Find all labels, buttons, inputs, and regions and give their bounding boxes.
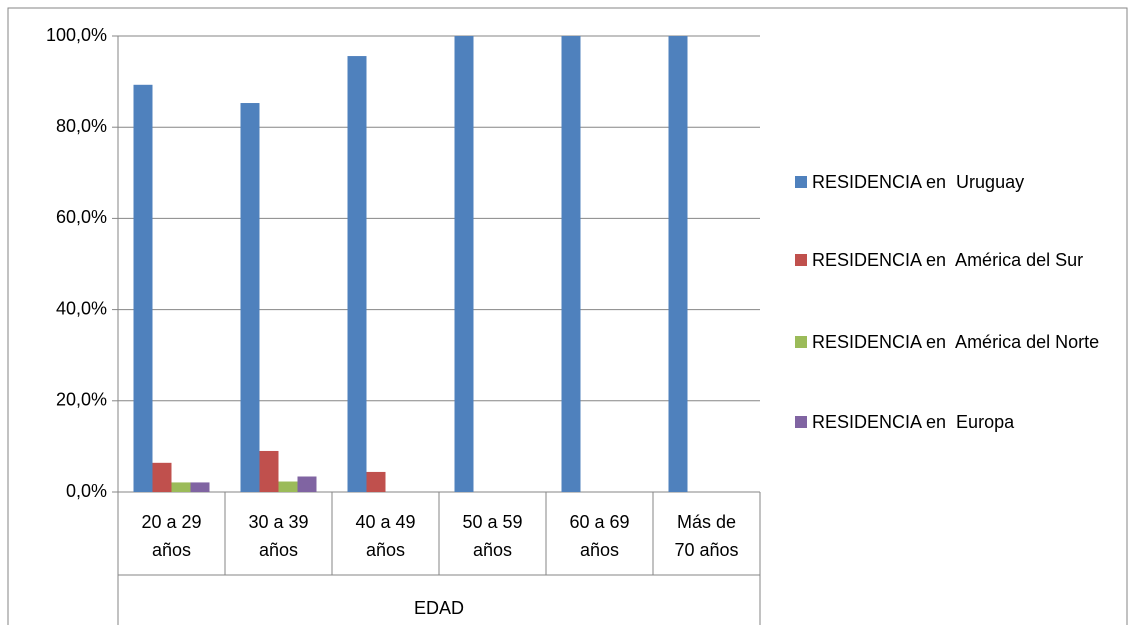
y-tick-label: 60,0% [56,207,107,227]
y-tick-label: 20,0% [56,390,107,410]
bar [561,36,581,492]
legend-swatch [795,416,807,428]
bar [454,36,474,492]
bar [171,482,191,492]
legend-label: RESIDENCIA en Europa [812,412,1015,432]
x-tick-label: 40 a 49 años [355,512,416,560]
y-tick-label: 80,0% [56,116,107,136]
bar [190,482,210,492]
legend-label: RESIDENCIA en América del Sur [812,250,1084,270]
x-tick-label: 50 a 59 años [462,512,523,560]
y-tick-label: 40,0% [56,298,107,318]
chart-border [7,7,1128,625]
legend-swatch [795,254,807,266]
bar [133,84,153,493]
x-axis-title: EDAD [414,598,464,618]
bar [297,476,317,492]
legend-swatch [795,176,807,188]
bar [347,56,367,493]
legend-label: RESIDENCIA en Uruguay [812,172,1025,192]
legend-label: RESIDENCIA en América del Norte [812,332,1100,352]
x-tick-label: 30 a 39 años [248,512,309,560]
bar [259,450,279,492]
bar [278,481,298,492]
y-tick-label: 0,0% [66,481,107,501]
y-tick-label: 100,0% [46,25,107,45]
legend-swatch [795,336,807,348]
x-tick-label: 60 a 69 años [569,512,630,560]
bar [240,103,260,493]
bar [668,36,688,492]
bar [152,462,172,492]
bar [366,471,386,492]
x-tick-label: 20 a 29 años [141,512,202,560]
x-tick-label: Más de 70 años [674,512,739,560]
